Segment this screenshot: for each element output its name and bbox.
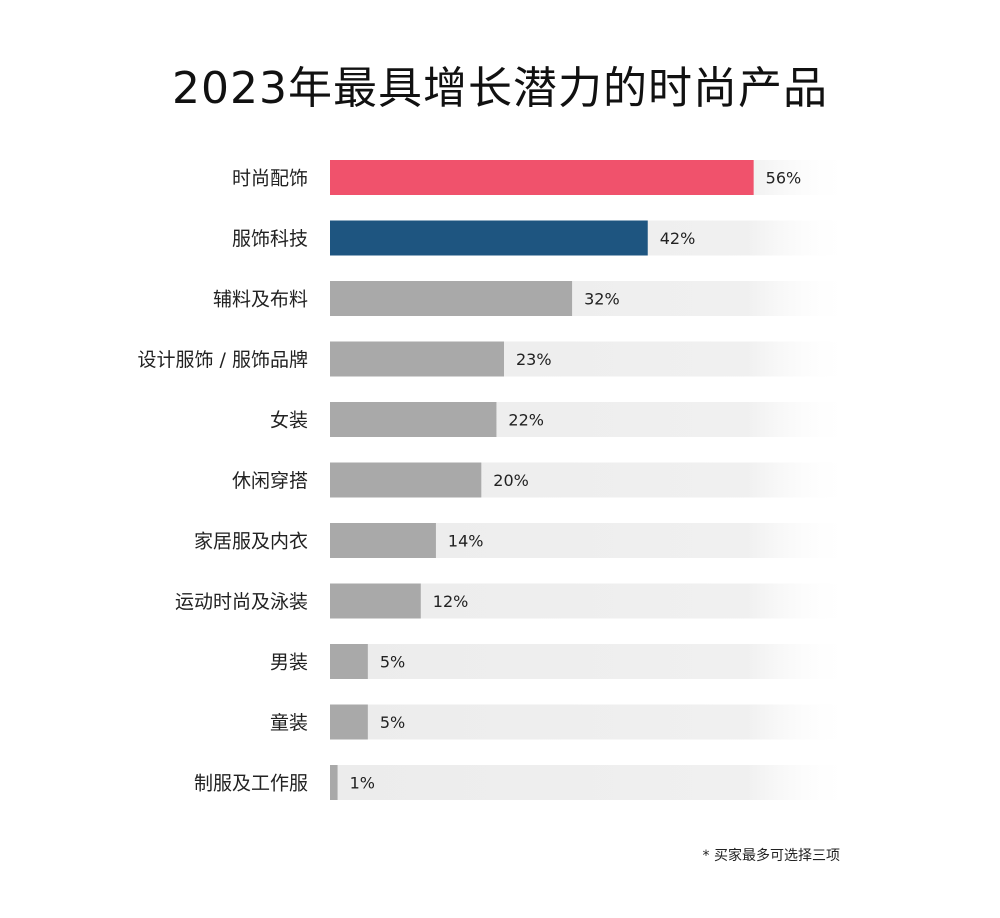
category-label: 女装	[270, 410, 308, 432]
category-label: 休闲穿搭	[232, 470, 308, 492]
category-label: 制服及工作服	[194, 773, 308, 795]
value-label: 56%	[766, 169, 802, 188]
value-label: 1%	[350, 774, 375, 793]
category-label: 设计服饰 / 服饰品牌	[138, 349, 308, 371]
category-label: 家居服及内衣	[194, 531, 308, 553]
bar	[330, 220, 648, 256]
bar	[330, 462, 482, 498]
category-label: 辅料及布料	[213, 289, 308, 311]
bar	[330, 402, 497, 437]
bar	[330, 644, 368, 679]
bar	[330, 765, 338, 800]
category-label: 男装	[270, 652, 308, 674]
bar-track	[330, 704, 852, 740]
footnote: * 买家最多可选择三项	[702, 848, 840, 864]
value-label: 23%	[516, 350, 552, 369]
bar	[330, 160, 754, 195]
value-label: 5%	[380, 713, 405, 732]
bar	[330, 583, 421, 619]
category-label: 时尚配饰	[232, 168, 308, 190]
value-label: 22%	[508, 411, 544, 430]
category-label: 运动时尚及泳装	[175, 591, 308, 613]
chart-title: 2023年最具增长潜力的时尚产品	[172, 63, 828, 114]
value-label: 32%	[584, 290, 620, 309]
bar-track	[330, 765, 852, 800]
value-label: 14%	[448, 532, 484, 551]
bar	[330, 341, 504, 377]
bar-track	[330, 644, 852, 679]
category-label: 童装	[270, 712, 308, 734]
value-label: 12%	[433, 592, 469, 611]
bar	[330, 281, 573, 316]
bar	[330, 523, 436, 558]
value-label: 5%	[380, 653, 405, 672]
bar	[330, 704, 368, 740]
category-label: 服饰科技	[232, 228, 308, 250]
value-label: 20%	[493, 471, 529, 490]
value-label: 42%	[660, 229, 696, 248]
